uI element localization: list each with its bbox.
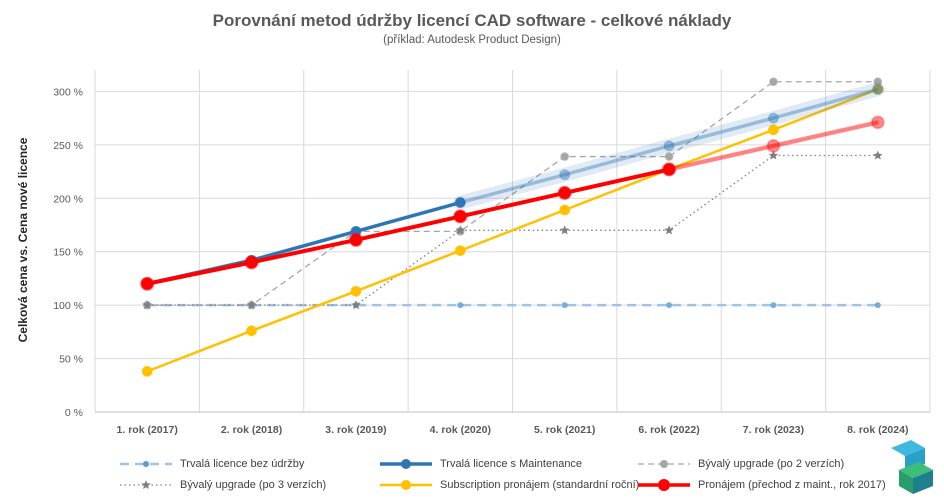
legend-marker [401, 480, 411, 490]
series-line [147, 81, 878, 306]
x-tick-label: 3. rok (2019) [325, 424, 386, 436]
legend-marker [141, 480, 151, 489]
legend-swatch [638, 460, 690, 468]
data-point [453, 209, 468, 224]
data-point [454, 197, 466, 209]
data-point [768, 77, 778, 87]
legend-marker [143, 461, 149, 467]
data-point [559, 204, 571, 216]
legend-label: Subscription pronájem (standardní roční) [440, 479, 640, 491]
series-projection-line [459, 87, 879, 205]
legend-marker [660, 460, 668, 468]
data-point [351, 300, 361, 310]
series-line [147, 154, 878, 306]
legend-swatch [380, 480, 432, 490]
legend-marker [401, 459, 411, 469]
data-point [560, 152, 570, 162]
data-point [348, 232, 363, 247]
y-tick-label: 50 % [59, 354, 83, 366]
data-point [664, 225, 674, 235]
series-projection-band [666, 119, 881, 172]
data-point [557, 185, 572, 200]
data-point [561, 302, 568, 309]
legend-marker [658, 479, 670, 491]
data-point [140, 276, 155, 291]
brand-logo [889, 440, 939, 495]
data-point [141, 365, 153, 377]
series-projection-band [453, 82, 885, 210]
legend-swatch [638, 479, 690, 491]
y-tick-label: 150 % [53, 247, 83, 259]
data-point [244, 255, 259, 270]
series-6 [140, 115, 885, 291]
data-point [768, 150, 779, 160]
legend-swatch [120, 480, 172, 489]
y-tick-label: 100 % [53, 300, 83, 312]
legend-swatch [120, 461, 172, 467]
data-point [454, 245, 466, 257]
x-tick-label: 1. rok (2017) [117, 424, 178, 436]
y-tick-label: 200 % [53, 193, 83, 205]
series-line [146, 167, 670, 286]
data-point [872, 83, 884, 95]
data-point [664, 152, 674, 162]
data-point [872, 83, 884, 95]
x-tick-label: 4. rok (2020) [430, 424, 491, 436]
y-tick-label: 0 % [65, 407, 83, 419]
x-tick-label: 6. rok (2022) [638, 424, 699, 436]
series-line [146, 88, 879, 373]
legend-label: Bývalý upgrade (po 2 verzích) [698, 458, 845, 470]
y-tick-label: 250 % [53, 140, 83, 152]
chart-title: Porovnání metod údržby licencí CAD softw… [212, 11, 732, 30]
y-tick-label: 300 % [53, 86, 83, 98]
legend-label: Trvalá licence bez údržby [180, 458, 305, 470]
data-point [873, 150, 883, 160]
data-point [142, 300, 152, 310]
legend-swatch [380, 459, 432, 469]
data-point [766, 138, 781, 153]
chart-subtitle: (příklad: Autodesk Product Design) [383, 34, 561, 46]
legend-label: Bývalý upgrade (po 3 verzích) [180, 479, 327, 491]
data-point [767, 124, 779, 136]
data-point [770, 302, 777, 309]
data-point [662, 162, 677, 177]
data-point [246, 300, 257, 310]
series-4 [142, 150, 883, 310]
data-point [455, 225, 466, 235]
data-point [666, 302, 673, 309]
data-point [663, 140, 675, 152]
x-tick-label: 8. rok (2024) [847, 424, 908, 436]
legend-label: Trvalá licence s Maintenance [440, 458, 583, 470]
data-point [246, 325, 258, 337]
x-tick-label: 7. rok (2023) [743, 424, 804, 436]
x-tick-label: 5. rok (2021) [534, 424, 595, 436]
x-tick-label: 2. rok (2018) [221, 424, 282, 436]
data-point [559, 225, 570, 235]
data-point [870, 115, 885, 130]
data-point [767, 112, 779, 124]
legend-label: Pronájem (přechod z maint., rok 2017) [698, 479, 886, 491]
data-point [350, 285, 362, 297]
data-point [874, 302, 881, 309]
data-point [457, 302, 464, 309]
data-point [559, 169, 571, 181]
series-projection-line [668, 120, 879, 172]
